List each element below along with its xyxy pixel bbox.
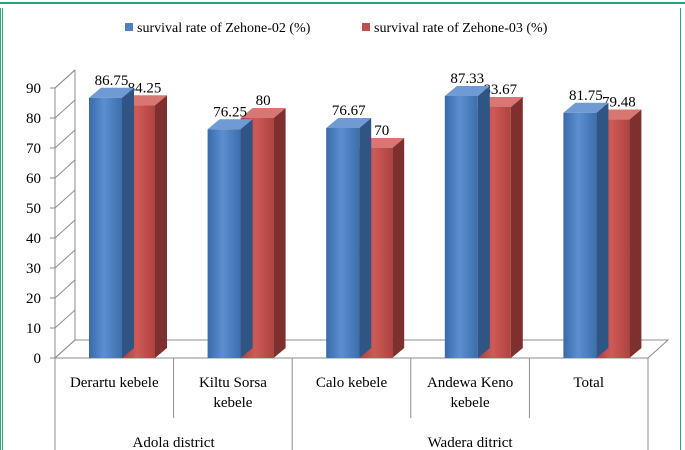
y-tick-label: 50 <box>26 201 41 217</box>
bar-side <box>629 109 642 358</box>
bar-top <box>240 108 286 118</box>
category-label: Calo kebele <box>316 375 388 391</box>
bar <box>89 97 122 358</box>
y-tick-label: 0 <box>34 351 42 367</box>
y-tick-diagonal <box>54 309 76 329</box>
bar <box>563 112 597 358</box>
group-label: Wadera ditrict <box>428 435 514 450</box>
legend-swatch-zehone-03 <box>362 23 370 31</box>
data-label: 76.25 <box>213 104 247 120</box>
bar-side <box>240 119 253 358</box>
y-tick-label: 80 <box>26 111 41 127</box>
category-label: kebele <box>213 395 252 411</box>
bar-side <box>122 87 134 358</box>
bar <box>444 96 478 358</box>
y-tick-label: 10 <box>26 321 41 337</box>
bar-side <box>596 102 609 358</box>
category-label: kebele <box>451 395 490 411</box>
category-label: Andewa Keno <box>427 375 513 391</box>
legend-swatch-zehone-02 <box>125 23 133 31</box>
data-label: 80 <box>256 93 271 109</box>
bar-top <box>89 87 134 98</box>
legend-label-zehone-03: survival rate of Zehone-03 (%) <box>374 21 548 36</box>
legend-label-zehone-02: survival rate of Zehone-02 (%) <box>137 21 311 36</box>
y-tick-diagonal <box>54 219 76 239</box>
bar-top <box>326 117 372 128</box>
category-label: Total <box>573 375 604 391</box>
bar-side <box>273 108 286 358</box>
frame-right-border <box>680 8 681 450</box>
data-label: 76.67 <box>332 103 366 119</box>
y-tick-label: 40 <box>26 231 41 247</box>
y-tick-diagonal <box>54 159 76 179</box>
bar-top <box>563 102 609 113</box>
bar-side <box>155 95 167 358</box>
data-label: 70 <box>374 123 389 139</box>
y-tick-diagonal <box>54 279 76 299</box>
bar-top <box>444 86 490 97</box>
data-label: 83.67 <box>483 82 517 98</box>
data-label: 79.48 <box>602 95 636 111</box>
y-tick-diagonal <box>54 189 76 209</box>
bar <box>326 127 360 359</box>
y-tick-label: 20 <box>26 291 41 307</box>
bar-side <box>359 117 372 359</box>
bar-top <box>207 119 253 130</box>
data-label: 87.33 <box>450 71 484 87</box>
y-tick-diagonal <box>54 339 76 359</box>
bar-side <box>510 96 523 359</box>
y-tick-diagonal <box>54 129 76 149</box>
data-label: 86.75 <box>95 73 129 89</box>
bar <box>207 129 241 358</box>
group-label: Adola district <box>133 435 216 450</box>
y-tick-label: 30 <box>26 261 41 277</box>
y-tick-diagonal <box>54 69 76 89</box>
bar-side <box>477 86 490 358</box>
y-tick-diagonal <box>54 249 76 269</box>
data-label: 84.25 <box>128 80 162 96</box>
bar-side <box>392 138 405 358</box>
y-tick-diagonal <box>54 99 76 119</box>
y-tick-label: 70 <box>26 141 41 157</box>
y-tick-label: 90 <box>26 81 41 97</box>
category-label: Derartu kebele <box>70 375 159 391</box>
category-label: Kiltu Sorsa <box>199 375 267 391</box>
legend: survival rate of Zehone-02 (%) survival … <box>125 21 548 36</box>
y-tick-label: 60 <box>26 171 41 187</box>
data-label: 81.75 <box>569 88 603 104</box>
